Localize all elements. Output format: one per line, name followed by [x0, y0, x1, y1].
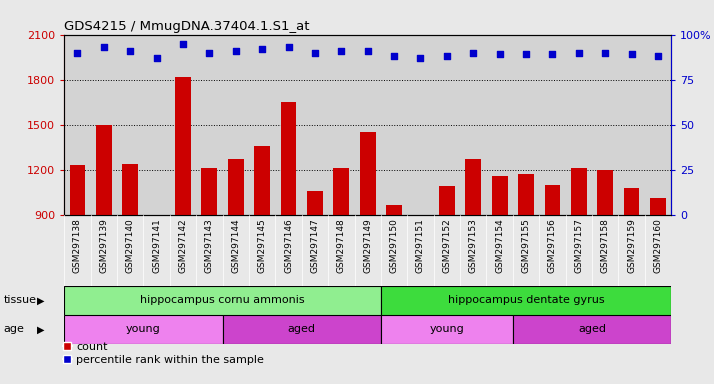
- Text: GSM297142: GSM297142: [178, 218, 188, 273]
- Text: aged: aged: [578, 324, 606, 334]
- Bar: [333, 169, 349, 215]
- Text: GSM297141: GSM297141: [152, 218, 161, 273]
- Bar: [466, 159, 481, 215]
- Point: [71, 50, 83, 56]
- Text: GSM297149: GSM297149: [363, 218, 372, 273]
- Text: GSM297156: GSM297156: [548, 218, 557, 273]
- Point: [362, 48, 373, 54]
- Point: [521, 51, 532, 58]
- Point: [124, 48, 136, 54]
- Bar: [281, 102, 296, 215]
- Point: [600, 50, 611, 56]
- Bar: [650, 199, 666, 215]
- Point: [468, 50, 479, 56]
- Bar: [360, 132, 376, 215]
- Point: [283, 44, 294, 50]
- Text: GSM297139: GSM297139: [99, 218, 109, 273]
- Text: GSM297160: GSM297160: [653, 218, 663, 273]
- Text: GSM297150: GSM297150: [390, 218, 398, 273]
- Point: [230, 48, 241, 54]
- Bar: [96, 125, 112, 215]
- Point: [415, 55, 426, 61]
- Point: [256, 46, 268, 52]
- Point: [547, 51, 558, 58]
- Point: [573, 50, 585, 56]
- Point: [309, 50, 321, 56]
- Text: GDS4215 / MmugDNA.37404.1.S1_at: GDS4215 / MmugDNA.37404.1.S1_at: [64, 20, 310, 33]
- Bar: [175, 77, 191, 215]
- Point: [653, 53, 664, 59]
- Bar: [223, 315, 381, 344]
- Text: GSM297154: GSM297154: [495, 218, 504, 273]
- Bar: [439, 187, 455, 215]
- Text: GSM297159: GSM297159: [627, 218, 636, 273]
- Text: young: young: [126, 324, 161, 334]
- Text: GSM297143: GSM297143: [205, 218, 214, 273]
- Bar: [518, 174, 534, 215]
- Bar: [571, 169, 587, 215]
- Bar: [201, 169, 217, 215]
- Text: GSM297155: GSM297155: [521, 218, 531, 273]
- Bar: [545, 185, 560, 215]
- Text: young: young: [430, 324, 464, 334]
- Text: GSM297148: GSM297148: [337, 218, 346, 273]
- Point: [177, 41, 188, 47]
- Point: [388, 53, 400, 59]
- Text: hippocampus dentate gyrus: hippocampus dentate gyrus: [448, 295, 604, 306]
- Bar: [228, 159, 243, 215]
- Bar: [413, 215, 428, 224]
- Text: ▶: ▶: [37, 324, 45, 334]
- Bar: [254, 146, 270, 215]
- Text: GSM297144: GSM297144: [231, 218, 241, 273]
- Text: GSM297158: GSM297158: [600, 218, 610, 273]
- Bar: [64, 286, 381, 315]
- Text: GSM297146: GSM297146: [284, 218, 293, 273]
- Text: hippocampus cornu ammonis: hippocampus cornu ammonis: [140, 295, 305, 306]
- Bar: [149, 215, 164, 220]
- Bar: [381, 286, 671, 315]
- Text: aged: aged: [288, 324, 316, 334]
- Point: [494, 51, 506, 58]
- Bar: [598, 170, 613, 215]
- Bar: [513, 315, 671, 344]
- Point: [626, 51, 638, 58]
- Bar: [122, 164, 138, 215]
- Text: GSM297157: GSM297157: [574, 218, 583, 273]
- Point: [98, 44, 109, 50]
- Text: GSM297145: GSM297145: [258, 218, 266, 273]
- Bar: [381, 315, 513, 344]
- Bar: [386, 205, 402, 215]
- Point: [151, 55, 162, 61]
- Text: GSM297152: GSM297152: [443, 218, 451, 273]
- Bar: [64, 315, 223, 344]
- Point: [203, 50, 215, 56]
- Text: GSM297151: GSM297151: [416, 218, 425, 273]
- Text: GSM297147: GSM297147: [311, 218, 319, 273]
- Point: [336, 48, 347, 54]
- Bar: [307, 191, 323, 215]
- Text: GSM297140: GSM297140: [126, 218, 135, 273]
- Bar: [623, 188, 640, 215]
- Bar: [69, 166, 86, 215]
- Text: age: age: [4, 324, 24, 334]
- Bar: [492, 176, 508, 215]
- Text: GSM297138: GSM297138: [73, 218, 82, 273]
- Text: GSM297153: GSM297153: [469, 218, 478, 273]
- Legend: count, percentile rank within the sample: count, percentile rank within the sample: [63, 342, 264, 365]
- Text: ▶: ▶: [37, 295, 45, 306]
- Text: tissue: tissue: [4, 295, 36, 306]
- Point: [441, 53, 453, 59]
